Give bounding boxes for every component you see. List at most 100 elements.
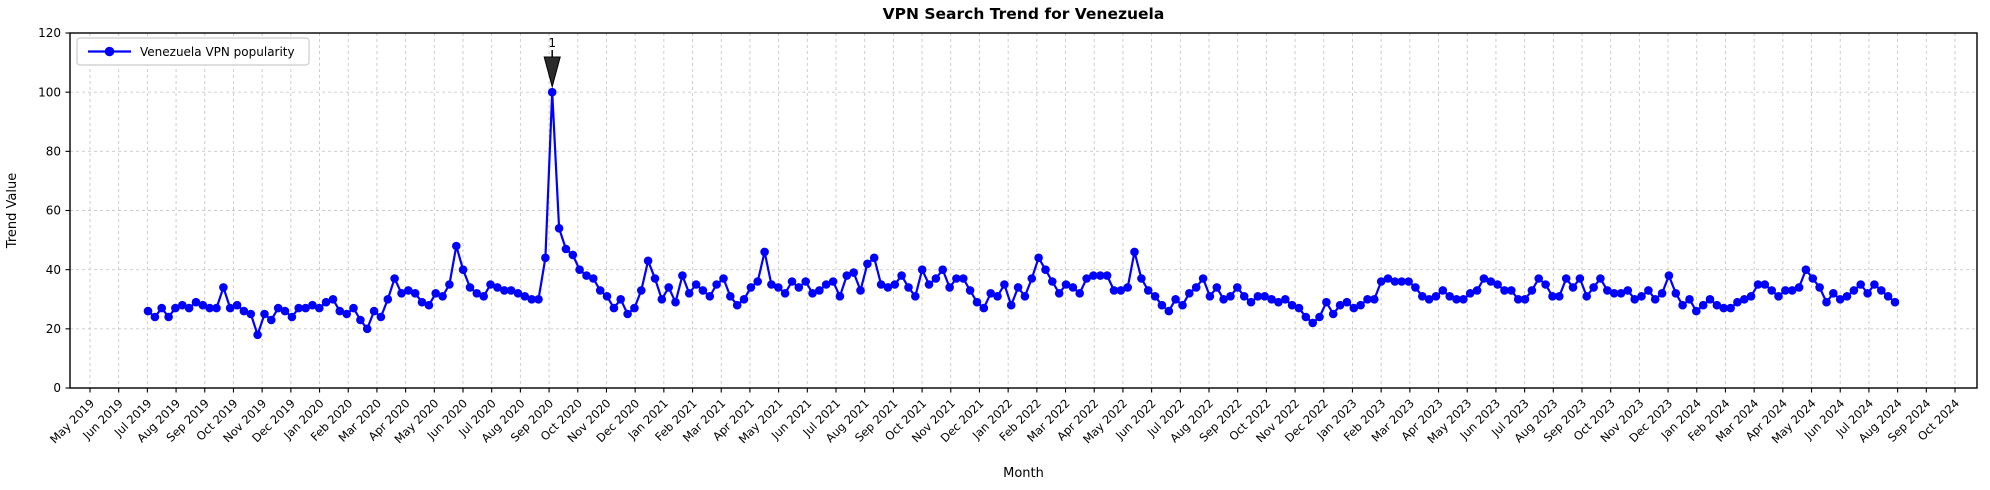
data-point-marker bbox=[1246, 297, 1256, 307]
data-point-marker bbox=[1191, 283, 1201, 292]
data-point-marker bbox=[1376, 277, 1386, 286]
data-point-marker bbox=[246, 309, 256, 319]
data-point-marker bbox=[1829, 289, 1838, 298]
data-point-marker bbox=[575, 265, 584, 275]
data-point-marker bbox=[1020, 292, 1030, 301]
data-point-marker bbox=[1431, 292, 1441, 301]
data-point-marker bbox=[1603, 286, 1612, 295]
data-point-marker bbox=[602, 292, 612, 301]
data-point-marker bbox=[493, 283, 502, 292]
data-point-marker bbox=[308, 300, 317, 310]
data-point-marker bbox=[1212, 283, 1222, 292]
data-point-marker bbox=[260, 309, 269, 319]
data-point-marker bbox=[458, 265, 468, 275]
data-point-marker bbox=[959, 274, 968, 283]
data-point-marker bbox=[739, 295, 749, 304]
data-point-marker bbox=[1342, 297, 1352, 307]
data-point-marker bbox=[1589, 283, 1598, 292]
data-point-marker bbox=[1006, 300, 1016, 310]
data-point-marker bbox=[1171, 295, 1180, 304]
data-point-marker bbox=[1315, 312, 1324, 322]
data-point-marker bbox=[965, 286, 975, 295]
data-point-marker bbox=[431, 289, 441, 298]
data-point-marker bbox=[315, 303, 324, 313]
data-point-marker bbox=[1411, 283, 1420, 292]
data-point-marker bbox=[1575, 274, 1585, 283]
data-point-marker bbox=[267, 315, 276, 325]
data-point-marker bbox=[1109, 286, 1119, 295]
data-point-marker bbox=[1082, 274, 1091, 283]
data-point-marker bbox=[143, 306, 153, 316]
data-point-marker bbox=[828, 277, 838, 286]
data-point-marker bbox=[1644, 286, 1653, 295]
data-point-marker bbox=[774, 283, 783, 292]
legend-box bbox=[76, 37, 310, 66]
data-point-marker bbox=[753, 277, 762, 286]
data-point-marker bbox=[815, 286, 824, 295]
data-point-marker bbox=[863, 259, 872, 269]
data-point-marker bbox=[362, 324, 372, 334]
plot-border bbox=[69, 32, 1978, 389]
data-point-marker bbox=[198, 300, 208, 310]
data-point-marker bbox=[1013, 283, 1023, 292]
data-point-marker bbox=[650, 274, 660, 283]
data-point-marker bbox=[1096, 271, 1105, 280]
data-point-marker bbox=[808, 289, 817, 298]
data-point-marker bbox=[1781, 286, 1790, 295]
data-point-marker bbox=[541, 253, 550, 263]
data-point-marker bbox=[1123, 283, 1132, 292]
data-point-marker bbox=[712, 280, 721, 289]
data-point-marker bbox=[1692, 306, 1701, 316]
data-point-marker bbox=[280, 306, 290, 316]
data-point-marker bbox=[1609, 289, 1619, 298]
data-point-marker bbox=[1740, 295, 1749, 304]
data-point-marker bbox=[1267, 295, 1276, 304]
data-point-marker bbox=[294, 303, 304, 313]
data-point-marker bbox=[349, 303, 358, 313]
data-point-marker bbox=[986, 289, 995, 298]
data-point-marker bbox=[780, 289, 790, 298]
data-point-marker bbox=[1281, 295, 1290, 304]
data-point-marker bbox=[1260, 292, 1269, 301]
data-point-marker bbox=[1637, 292, 1646, 301]
data-point-marker bbox=[1068, 283, 1078, 292]
data-point-marker bbox=[527, 295, 536, 304]
data-point-marker bbox=[232, 300, 242, 310]
data-point-marker bbox=[595, 286, 605, 295]
data-point-marker bbox=[1370, 295, 1379, 304]
data-point-marker bbox=[1233, 283, 1242, 292]
data-point-marker bbox=[1459, 295, 1468, 304]
data-point-marker bbox=[424, 300, 434, 310]
data-point-marker bbox=[1041, 265, 1050, 275]
data-point-marker bbox=[897, 271, 906, 280]
data-point-marker bbox=[904, 283, 913, 292]
data-point-marker bbox=[1678, 300, 1687, 310]
data-point-marker bbox=[657, 295, 667, 304]
data-point-marker bbox=[1287, 300, 1297, 310]
data-point-marker bbox=[472, 289, 482, 298]
data-point-marker bbox=[945, 283, 954, 292]
legend-marker-icon bbox=[104, 46, 115, 57]
data-point-marker bbox=[1164, 306, 1174, 316]
data-point-marker bbox=[253, 330, 262, 340]
data-point-marker bbox=[500, 286, 509, 295]
data-point-marker bbox=[1178, 300, 1187, 310]
data-point-marker bbox=[1801, 265, 1811, 275]
data-point-marker bbox=[637, 286, 646, 295]
data-point-marker bbox=[1472, 286, 1482, 295]
data-point-marker bbox=[1301, 312, 1311, 322]
data-point-marker bbox=[1856, 280, 1865, 289]
data-point-marker bbox=[1294, 303, 1304, 313]
data-point-marker bbox=[184, 303, 194, 313]
chart-title: VPN Search Trend for Venezuela bbox=[883, 5, 1165, 23]
data-point-marker bbox=[1877, 286, 1886, 295]
data-point-marker bbox=[1719, 303, 1728, 313]
data-point-marker bbox=[486, 280, 495, 289]
data-point-marker bbox=[1198, 274, 1208, 283]
data-point-marker bbox=[794, 283, 804, 292]
data-point-marker bbox=[1671, 289, 1681, 298]
y-axis-label: Trend Value bbox=[5, 173, 20, 249]
data-point-marker bbox=[1452, 295, 1461, 304]
data-point-marker bbox=[301, 303, 310, 313]
